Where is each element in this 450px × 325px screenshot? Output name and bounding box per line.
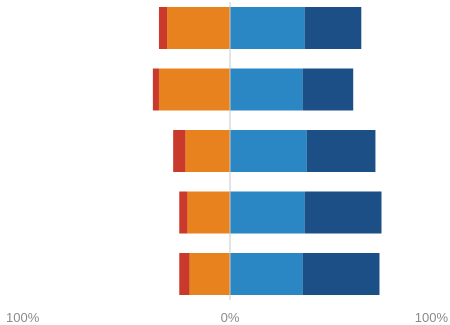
bar-row-1-positive-segment-1 bbox=[230, 7, 305, 49]
bar-row-3-positive-segment-1 bbox=[230, 130, 307, 172]
x-tick-label-center: 0% bbox=[221, 310, 240, 325]
bar-row-4-positive-segment-1 bbox=[230, 191, 305, 234]
bar-row-5-negative-segment-1 bbox=[179, 253, 190, 295]
x-tick-label-right: 100% bbox=[415, 310, 449, 325]
bar-row-1-negative-segment-1 bbox=[158, 7, 168, 49]
bar-row-5-positive-segment-1 bbox=[230, 253, 303, 295]
bar-row-2-positive-segment-1 bbox=[230, 68, 303, 111]
bar-row-5-positive-segment-2 bbox=[302, 253, 380, 295]
bar-row-4-positive-segment-2 bbox=[304, 191, 382, 234]
bar-row-4-negative-segment-2 bbox=[187, 191, 230, 234]
bar-row-2-positive-segment-2 bbox=[302, 68, 354, 111]
bar-row-1-positive-segment-2 bbox=[304, 7, 362, 49]
bar-row-2-negative-segment-1 bbox=[152, 68, 159, 111]
bar-row-3-positive-segment-2 bbox=[306, 130, 376, 172]
bar-row-1-negative-segment-2 bbox=[167, 7, 230, 49]
bar-row-3-negative-segment-1 bbox=[173, 130, 186, 172]
bar-row-2-negative-segment-2 bbox=[158, 68, 230, 111]
bar-row-5-negative-segment-2 bbox=[189, 253, 230, 295]
bars-group bbox=[152, 7, 382, 295]
x-tick-label-left: 100% bbox=[6, 310, 40, 325]
bar-row-4-negative-segment-1 bbox=[179, 191, 188, 234]
bar-row-3-negative-segment-2 bbox=[185, 130, 230, 172]
